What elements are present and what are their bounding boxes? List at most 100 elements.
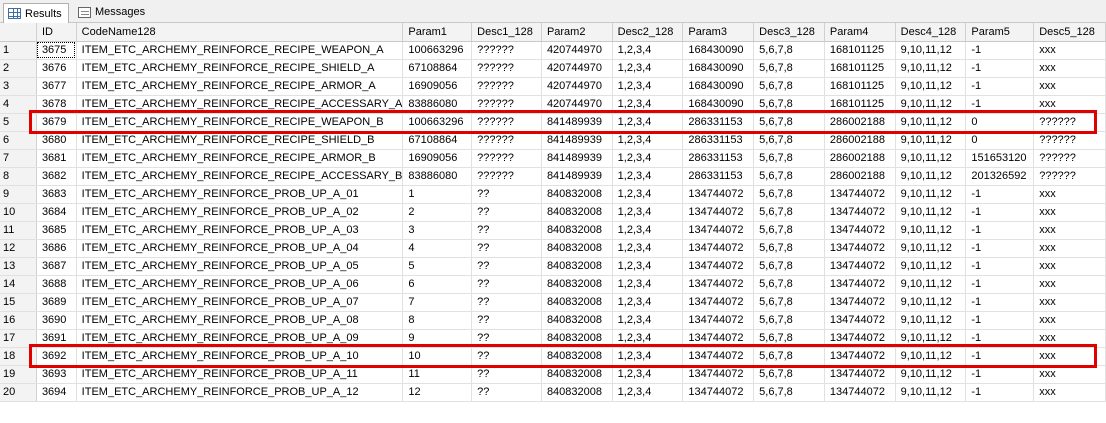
cell-param4[interactable]: 134744072 bbox=[824, 383, 896, 402]
table-row[interactable]: 12 3686 ITEM_ETC_ARCHEMY_REINFORCE_PROB_UP… bbox=[0, 239, 1106, 258]
cell-desc4_128[interactable]: 9,10,11,12 bbox=[895, 59, 967, 78]
cell-param3[interactable]: 168430090 bbox=[682, 95, 755, 114]
cell-param3[interactable]: 134744072 bbox=[682, 203, 755, 222]
row-number[interactable]: 9 bbox=[0, 185, 37, 204]
cell-codename128[interactable]: ITEM_ETC_ARCHEMY_REINFORCE_RECIPE_ACCESS… bbox=[76, 95, 404, 114]
row-number[interactable]: 6 bbox=[0, 131, 37, 150]
select-all-corner[interactable] bbox=[0, 23, 37, 42]
cell-desc4_128[interactable]: 9,10,11,12 bbox=[895, 41, 967, 60]
row-number[interactable]: 10 bbox=[0, 203, 37, 222]
cell-id[interactable]: 3689 bbox=[36, 293, 77, 312]
cell-id[interactable]: 3687 bbox=[36, 257, 77, 276]
cell-param4[interactable]: 134744072 bbox=[824, 257, 896, 276]
cell-codename128[interactable]: ITEM_ETC_ARCHEMY_REINFORCE_RECIPE_ARMOR_… bbox=[76, 77, 404, 96]
cell-param4[interactable]: 134744072 bbox=[824, 347, 896, 366]
cell-param4[interactable]: 286002188 bbox=[824, 149, 896, 168]
cell-param5[interactable]: -1 bbox=[965, 203, 1035, 222]
table-row[interactable]: 11 3685 ITEM_ETC_ARCHEMY_REINFORCE_PROB_UP… bbox=[0, 221, 1106, 240]
cell-param4[interactable]: 168101125 bbox=[824, 59, 896, 78]
cell-desc2_128[interactable]: 1,2,3,4 bbox=[612, 275, 684, 294]
cell-param1[interactable]: 7 bbox=[402, 293, 473, 312]
cell-codename128[interactable]: ITEM_ETC_ARCHEMY_REINFORCE_PROB_UP_A_03 bbox=[76, 221, 404, 240]
cell-param5[interactable]: -1 bbox=[965, 257, 1035, 276]
cell-desc5_128[interactable]: ?????? bbox=[1033, 131, 1106, 150]
cell-param3[interactable]: 286331153 bbox=[682, 149, 755, 168]
cell-id[interactable]: 3677 bbox=[36, 77, 77, 96]
cell-desc5_128[interactable]: xxx bbox=[1033, 95, 1106, 114]
cell-param4[interactable]: 134744072 bbox=[824, 275, 896, 294]
cell-param5[interactable]: -1 bbox=[965, 95, 1035, 114]
cell-desc3_128[interactable]: 5,6,7,8 bbox=[753, 59, 825, 78]
cell-desc1_128[interactable]: ?????? bbox=[471, 113, 542, 132]
cell-param5[interactable]: 0 bbox=[965, 131, 1035, 150]
cell-param2[interactable]: 840832008 bbox=[541, 185, 613, 204]
table-row[interactable]: 15 3689 ITEM_ETC_ARCHEMY_REINFORCE_PROB_UP… bbox=[0, 293, 1106, 312]
cell-param3[interactable]: 134744072 bbox=[682, 365, 755, 384]
cell-param3[interactable]: 286331153 bbox=[682, 113, 755, 132]
cell-desc1_128[interactable]: ?? bbox=[471, 275, 542, 294]
cell-desc2_128[interactable]: 1,2,3,4 bbox=[612, 221, 684, 240]
cell-param3[interactable]: 134744072 bbox=[682, 347, 755, 366]
cell-desc4_128[interactable]: 9,10,11,12 bbox=[895, 257, 967, 276]
cell-desc2_128[interactable]: 1,2,3,4 bbox=[612, 59, 684, 78]
cell-desc5_128[interactable]: xxx bbox=[1033, 275, 1106, 294]
cell-desc5_128[interactable]: xxx bbox=[1033, 293, 1106, 312]
row-number[interactable]: 11 bbox=[0, 221, 37, 240]
cell-desc4_128[interactable]: 9,10,11,12 bbox=[895, 113, 967, 132]
cell-param2[interactable]: 840832008 bbox=[541, 275, 613, 294]
table-row[interactable]: 6 3680 ITEM_ETC_ARCHEMY_REINFORCE_RECIPE_S… bbox=[0, 131, 1106, 150]
cell-desc1_128[interactable]: ?? bbox=[471, 185, 542, 204]
column-header-param4[interactable]: Param4 bbox=[824, 23, 896, 42]
cell-id[interactable]: 3684 bbox=[36, 203, 77, 222]
row-number[interactable]: 1 bbox=[0, 41, 37, 60]
cell-codename128[interactable]: ITEM_ETC_ARCHEMY_REINFORCE_PROB_UP_A_08 bbox=[76, 311, 404, 330]
cell-param2[interactable]: 840832008 bbox=[541, 221, 613, 240]
cell-param1[interactable]: 83886080 bbox=[402, 95, 473, 114]
cell-param3[interactable]: 168430090 bbox=[682, 77, 755, 96]
cell-param5[interactable]: -1 bbox=[965, 41, 1035, 60]
cell-param2[interactable]: 840832008 bbox=[541, 365, 613, 384]
column-header-desc1_128[interactable]: Desc1_128 bbox=[471, 23, 542, 42]
cell-codename128[interactable]: ITEM_ETC_ARCHEMY_REINFORCE_RECIPE_WEAPON… bbox=[76, 41, 404, 60]
cell-param2[interactable]: 841489939 bbox=[541, 167, 613, 186]
cell-desc1_128[interactable]: ?? bbox=[471, 365, 542, 384]
row-number[interactable]: 12 bbox=[0, 239, 37, 258]
table-row[interactable]: 4 3678 ITEM_ETC_ARCHEMY_REINFORCE_RECIPE_A… bbox=[0, 95, 1106, 114]
cell-desc2_128[interactable]: 1,2,3,4 bbox=[612, 347, 684, 366]
cell-param5[interactable]: -1 bbox=[965, 347, 1035, 366]
row-number[interactable]: 16 bbox=[0, 311, 37, 330]
cell-desc1_128[interactable]: ?????? bbox=[471, 131, 542, 150]
cell-param5[interactable]: -1 bbox=[965, 77, 1035, 96]
cell-desc4_128[interactable]: 9,10,11,12 bbox=[895, 77, 967, 96]
cell-desc2_128[interactable]: 1,2,3,4 bbox=[612, 383, 684, 402]
table-row[interactable]: 13 3687 ITEM_ETC_ARCHEMY_REINFORCE_PROB_UP… bbox=[0, 257, 1106, 276]
cell-param4[interactable]: 286002188 bbox=[824, 131, 896, 150]
cell-desc3_128[interactable]: 5,6,7,8 bbox=[753, 239, 825, 258]
table-row[interactable]: 5 3679 ITEM_ETC_ARCHEMY_REINFORCE_RECIPE_W… bbox=[0, 113, 1106, 132]
cell-id[interactable]: 3691 bbox=[36, 329, 77, 348]
table-row[interactable]: 19 3693 ITEM_ETC_ARCHEMY_REINFORCE_PROB_UP… bbox=[0, 365, 1106, 384]
cell-param5[interactable]: -1 bbox=[965, 293, 1035, 312]
cell-param3[interactable]: 168430090 bbox=[682, 59, 755, 78]
column-header-desc2_128[interactable]: Desc2_128 bbox=[612, 23, 684, 42]
cell-param5[interactable]: 0 bbox=[965, 113, 1035, 132]
table-row[interactable]: 3 3677 ITEM_ETC_ARCHEMY_REINFORCE_RECIPE_A… bbox=[0, 77, 1106, 96]
cell-param5[interactable]: -1 bbox=[965, 59, 1035, 78]
cell-param1[interactable]: 83886080 bbox=[402, 167, 473, 186]
cell-desc2_128[interactable]: 1,2,3,4 bbox=[612, 329, 684, 348]
cell-param1[interactable]: 1 bbox=[402, 185, 473, 204]
cell-desc1_128[interactable]: ?? bbox=[471, 221, 542, 240]
cell-desc1_128[interactable]: ?????? bbox=[471, 95, 542, 114]
cell-param5[interactable]: -1 bbox=[965, 383, 1035, 402]
cell-id[interactable]: 3690 bbox=[36, 311, 77, 330]
cell-param2[interactable]: 840832008 bbox=[541, 257, 613, 276]
table-row[interactable]: 2 3676 ITEM_ETC_ARCHEMY_REINFORCE_RECIPE_S… bbox=[0, 59, 1106, 78]
cell-param3[interactable]: 134744072 bbox=[682, 311, 755, 330]
cell-param3[interactable]: 286331153 bbox=[682, 167, 755, 186]
row-number[interactable]: 5 bbox=[0, 113, 37, 132]
cell-desc2_128[interactable]: 1,2,3,4 bbox=[612, 293, 684, 312]
table-row[interactable]: 20 3694 ITEM_ETC_ARCHEMY_REINFORCE_PROB_UP… bbox=[0, 383, 1106, 402]
cell-codename128[interactable]: ITEM_ETC_ARCHEMY_REINFORCE_PROB_UP_A_06 bbox=[76, 275, 404, 294]
column-header-codename128[interactable]: CodeName128 bbox=[76, 23, 404, 42]
column-header-param3[interactable]: Param3 bbox=[682, 23, 755, 42]
